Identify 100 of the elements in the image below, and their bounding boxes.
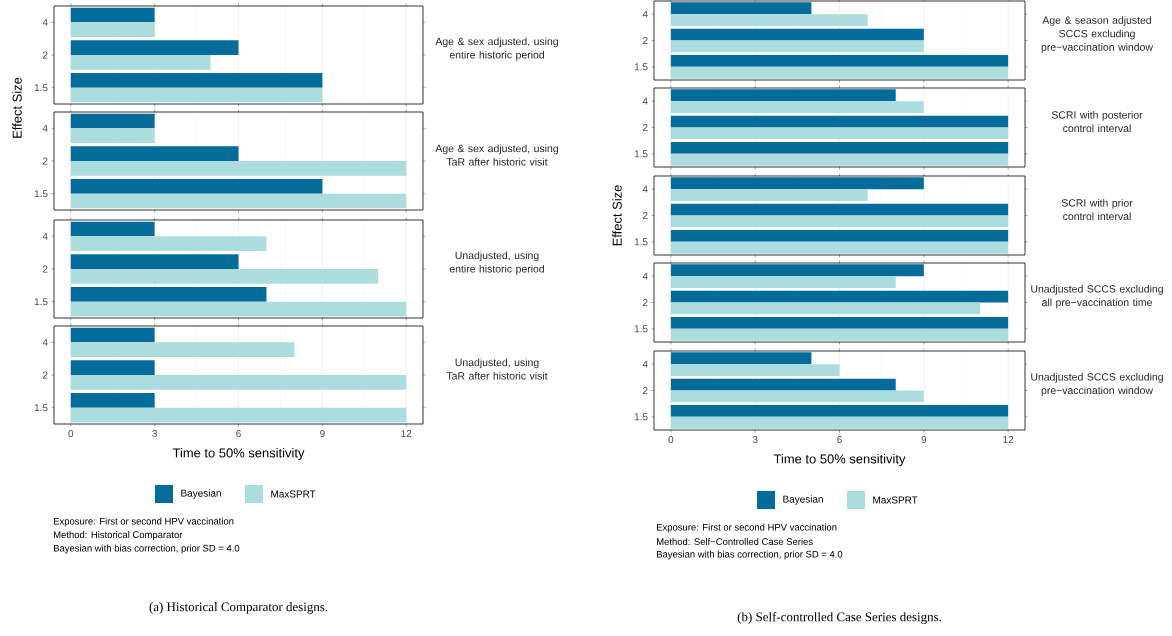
y2-axis-title: Unadjusted SCCS excluding pre−vaccination window (1031, 372, 1163, 397)
x-tick-label: 12 (401, 430, 412, 437)
x-tick-label: 0 (668, 436, 674, 444)
bar (670, 2, 812, 15)
y-tick-label: 2 (642, 37, 648, 44)
y-tick-label: 2 (42, 265, 48, 273)
text: Bayesian with bias correction, prior SD = 4.0 (656, 550, 843, 560)
bar (70, 286, 267, 302)
bar (70, 327, 155, 343)
y2-axis-title: Age & sex adjusted, using TaR after historic visit (435, 144, 558, 166)
bar (70, 269, 379, 284)
y-tick-label: 1.5 (634, 238, 648, 246)
bar (70, 55, 211, 70)
y-tick-label: 1.5 (34, 404, 48, 412)
text: Bayesian with bias correction, prior SD = 4.0 (53, 544, 240, 554)
y-tick-label: 4 (642, 360, 648, 368)
bar (670, 264, 924, 277)
bar (670, 416, 1009, 429)
y-tick-label: 4 (42, 18, 48, 26)
bar (670, 28, 924, 41)
y-axis-title: Effect Size (12, 77, 22, 138)
y-tick-label: 4 (42, 124, 48, 132)
y-tick-label: 2 (42, 51, 48, 59)
bar (70, 161, 407, 176)
y2-axis-title: Age & season adjusted SCCS excluding pre−vaccination window (1041, 16, 1153, 53)
bar (70, 146, 239, 161)
y2-axis-title: Unadjusted, using entire historic period (449, 251, 544, 275)
x-tick-label: 3 (752, 436, 758, 444)
y-tick-label: 1.5 (634, 150, 648, 158)
bar (670, 54, 1009, 67)
x-tick-label: 0 (68, 430, 74, 438)
y-tick-label: 1.5 (634, 63, 648, 71)
text: Method: Historical Comparator (53, 531, 183, 540)
legend-label: MaxSPRT (873, 496, 918, 504)
bar (670, 390, 924, 403)
y-tick-label: 1.5 (34, 298, 48, 306)
bar (70, 301, 407, 317)
y-tick-label: 1.5 (634, 325, 648, 333)
bar (70, 72, 323, 88)
y-tick-label: 2 (42, 157, 48, 165)
legend-label: MaxSPRT (271, 490, 316, 498)
y2-axis-title: SCRI with posterior control interval (1051, 110, 1143, 133)
bar (670, 316, 1009, 329)
y-tick-label: 4 (42, 232, 48, 240)
x-tick-label: 9 (320, 430, 325, 438)
text: Method: Self−Controlled Case Series (656, 538, 813, 545)
bar (70, 407, 407, 423)
x-tick-label: 3 (152, 430, 157, 438)
y-tick-label: 2 (642, 212, 648, 219)
y-tick-label: 4 (642, 272, 648, 280)
y-tick-label: 2 (642, 124, 648, 131)
bar (670, 276, 896, 289)
x-axis-title: Time to 50% sensitivity (172, 447, 305, 461)
text: Exposure: First or second HPV vaccination (53, 517, 234, 527)
bar (70, 128, 155, 144)
x-tick-label: 12 (1003, 436, 1014, 443)
y-tick-label: 4 (642, 185, 648, 193)
bar (70, 392, 155, 408)
text: Exposure: First or second HPV vaccination (656, 523, 837, 533)
bar (670, 302, 981, 315)
y-tick-label: 2 (642, 387, 648, 394)
bar (70, 7, 155, 23)
y-tick-label: 2 (642, 299, 648, 306)
x-tick-label: 9 (921, 436, 927, 444)
bar (70, 375, 407, 390)
bar (670, 328, 1009, 341)
bar (670, 66, 1009, 79)
bar (670, 364, 840, 377)
bar (70, 113, 155, 129)
y2-axis-title: Age & sex adjusted, using entire historic period (435, 37, 558, 61)
bar (70, 40, 239, 55)
y2-axis-title: Unadjusted, using TaR after historic visit (446, 358, 548, 380)
bar (70, 254, 239, 269)
x-tick-label: 6 (837, 436, 842, 444)
y-axis-title: Effect Size (612, 185, 622, 246)
y-tick-label: 1.5 (34, 84, 48, 92)
bar (670, 290, 1009, 303)
text: (b) Self-controlled Case Series designs. (737, 612, 942, 624)
bar (670, 40, 924, 53)
bar (70, 193, 407, 209)
text: (a) Historical Comparator designs. (149, 602, 328, 614)
legend-label: Bayesian (181, 489, 221, 499)
bar (70, 236, 267, 252)
bar (670, 14, 868, 27)
x-axis-title: Time to 50% sensitivity (773, 453, 906, 467)
y-tick-label: 1.5 (34, 190, 48, 198)
x-tick-label: 6 (236, 430, 241, 438)
y-tick-label: 4 (642, 97, 648, 105)
bar (70, 221, 155, 237)
bar (70, 342, 295, 358)
y-tick-label: 4 (642, 10, 648, 18)
y2-axis-title: Unadjusted SCCS excluding all pre−vaccination time (1031, 284, 1163, 309)
bar (70, 87, 323, 103)
bar (670, 378, 896, 391)
y-tick-label: 2 (42, 371, 48, 379)
y-tick-label: 4 (42, 338, 48, 346)
bar (70, 360, 155, 376)
bar (70, 22, 155, 38)
bar (670, 352, 812, 365)
y-tick-label: 1.5 (634, 413, 648, 421)
